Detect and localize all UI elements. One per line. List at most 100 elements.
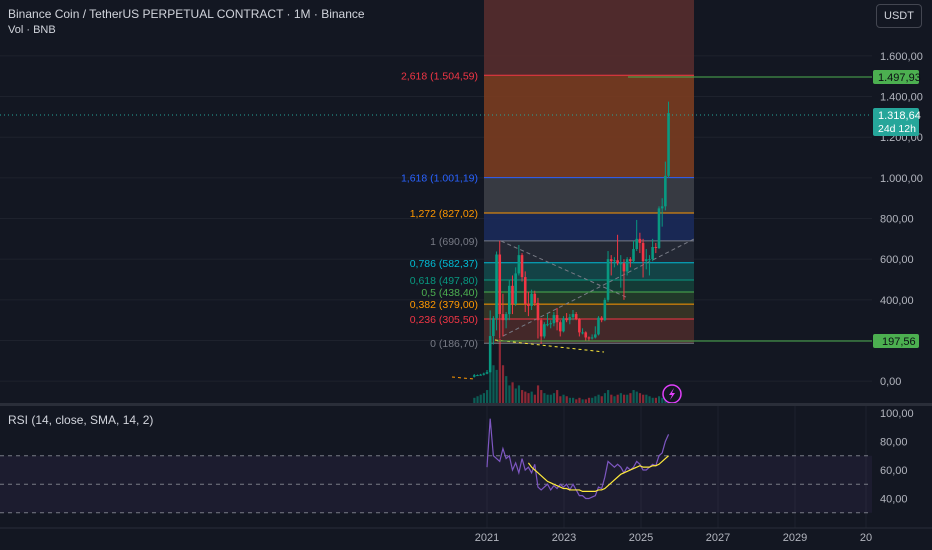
candle[interactable]	[635, 219, 638, 252]
candle[interactable]	[644, 249, 648, 270]
volume-bar	[603, 393, 607, 404]
target-price-tag[interactable]: 1.497,93	[873, 70, 921, 84]
candle[interactable]	[619, 255, 623, 288]
candle[interactable]	[472, 374, 476, 378]
rsi-indicator-label[interactable]: RSI (14, close, SMA, 14, 2)	[8, 413, 154, 427]
candle[interactable]	[536, 297, 540, 339]
candle[interactable]	[558, 320, 562, 337]
candle[interactable]	[587, 336, 591, 341]
candle[interactable]	[527, 291, 530, 317]
candle[interactable]	[581, 328, 584, 335]
lightning-icon[interactable]	[662, 384, 682, 404]
volume-bar	[661, 397, 664, 404]
candle[interactable]	[584, 331, 588, 341]
candle-body	[514, 273, 517, 304]
candle[interactable]	[565, 313, 568, 323]
candle[interactable]	[488, 310, 492, 373]
candle[interactable]	[667, 101, 670, 178]
candle[interactable]	[597, 316, 600, 336]
candle[interactable]	[543, 322, 546, 339]
candle[interactable]	[660, 198, 664, 227]
candle[interactable]	[632, 240, 635, 264]
fib-level-label: 0,618 (497,80)	[410, 275, 478, 287]
candle[interactable]	[593, 326, 597, 339]
candle[interactable]	[549, 320, 552, 329]
price-tick-label: 400,00	[880, 295, 914, 307]
fib-zone	[484, 75, 694, 178]
candle[interactable]	[520, 253, 524, 282]
candle[interactable]	[498, 240, 502, 339]
time-tick-label: 2021	[475, 532, 499, 544]
candle[interactable]	[654, 242, 658, 254]
candle-body	[533, 293, 537, 303]
candle[interactable]	[552, 312, 556, 327]
candle[interactable]	[568, 314, 572, 325]
candle[interactable]	[562, 316, 565, 333]
candle[interactable]	[546, 314, 549, 327]
candle[interactable]	[479, 373, 482, 376]
candle[interactable]	[504, 312, 508, 329]
trendline-yellow-short[interactable]	[451, 376, 475, 380]
candle[interactable]	[571, 310, 575, 321]
rsi-line[interactable]	[486, 418, 670, 500]
candle[interactable]	[651, 238, 654, 262]
candle[interactable]	[609, 255, 613, 276]
candle[interactable]	[622, 259, 626, 300]
fib-zone	[484, 279, 694, 293]
candle[interactable]	[657, 206, 661, 250]
trendline-upper-descending[interactable]	[500, 240, 629, 299]
candle[interactable]	[530, 289, 533, 311]
target-price-tag-box	[873, 70, 919, 84]
candle[interactable]	[606, 251, 610, 302]
trendline-rising-support[interactable]	[502, 238, 695, 337]
candle[interactable]	[600, 316, 603, 323]
candle[interactable]	[648, 255, 651, 276]
volume-bar	[600, 396, 603, 404]
candle-body	[571, 314, 575, 318]
candle[interactable]	[476, 374, 479, 377]
candle[interactable]	[555, 307, 559, 331]
candle[interactable]	[603, 297, 607, 322]
volume-bar	[571, 397, 575, 404]
candle[interactable]	[574, 312, 578, 321]
candle[interactable]	[664, 161, 667, 211]
candle[interactable]	[578, 318, 581, 337]
candle[interactable]	[533, 290, 537, 306]
candle[interactable]	[492, 316, 495, 345]
candle[interactable]	[485, 369, 489, 375]
candle[interactable]	[641, 238, 645, 278]
currency-button[interactable]: USDT	[876, 4, 922, 28]
volume-bar	[511, 382, 514, 404]
candle[interactable]	[539, 318, 543, 344]
candle[interactable]	[638, 232, 642, 254]
volume-bar	[638, 393, 642, 404]
support-price-tag[interactable]: 197,56	[873, 334, 919, 348]
trendline-lower-wedge[interactable]	[494, 339, 605, 353]
candle-body	[482, 373, 486, 375]
candle[interactable]	[495, 251, 498, 331]
volume-bar	[629, 393, 632, 404]
candle[interactable]	[517, 244, 521, 276]
volume-indicator-label[interactable]: Vol · BNB	[8, 24, 56, 36]
rsi-ma-line[interactable]	[527, 455, 669, 492]
candle-body	[495, 254, 498, 319]
candle[interactable]	[523, 271, 527, 313]
price-tick-label: 1.400,00	[880, 92, 923, 104]
candle-body	[472, 375, 476, 377]
candle[interactable]	[629, 257, 632, 268]
candle-body	[479, 374, 482, 376]
candle[interactable]	[507, 279, 511, 321]
candle[interactable]	[514, 267, 517, 306]
candle[interactable]	[482, 372, 486, 376]
candle[interactable]	[613, 257, 616, 268]
candle[interactable]	[625, 257, 629, 276]
candle[interactable]	[616, 234, 619, 266]
candle[interactable]	[590, 334, 594, 340]
candle[interactable]	[511, 275, 514, 315]
fib-zone	[484, 262, 694, 280]
volume-bar	[587, 397, 591, 404]
candle-body	[667, 113, 670, 176]
candle[interactable]	[501, 293, 505, 337]
